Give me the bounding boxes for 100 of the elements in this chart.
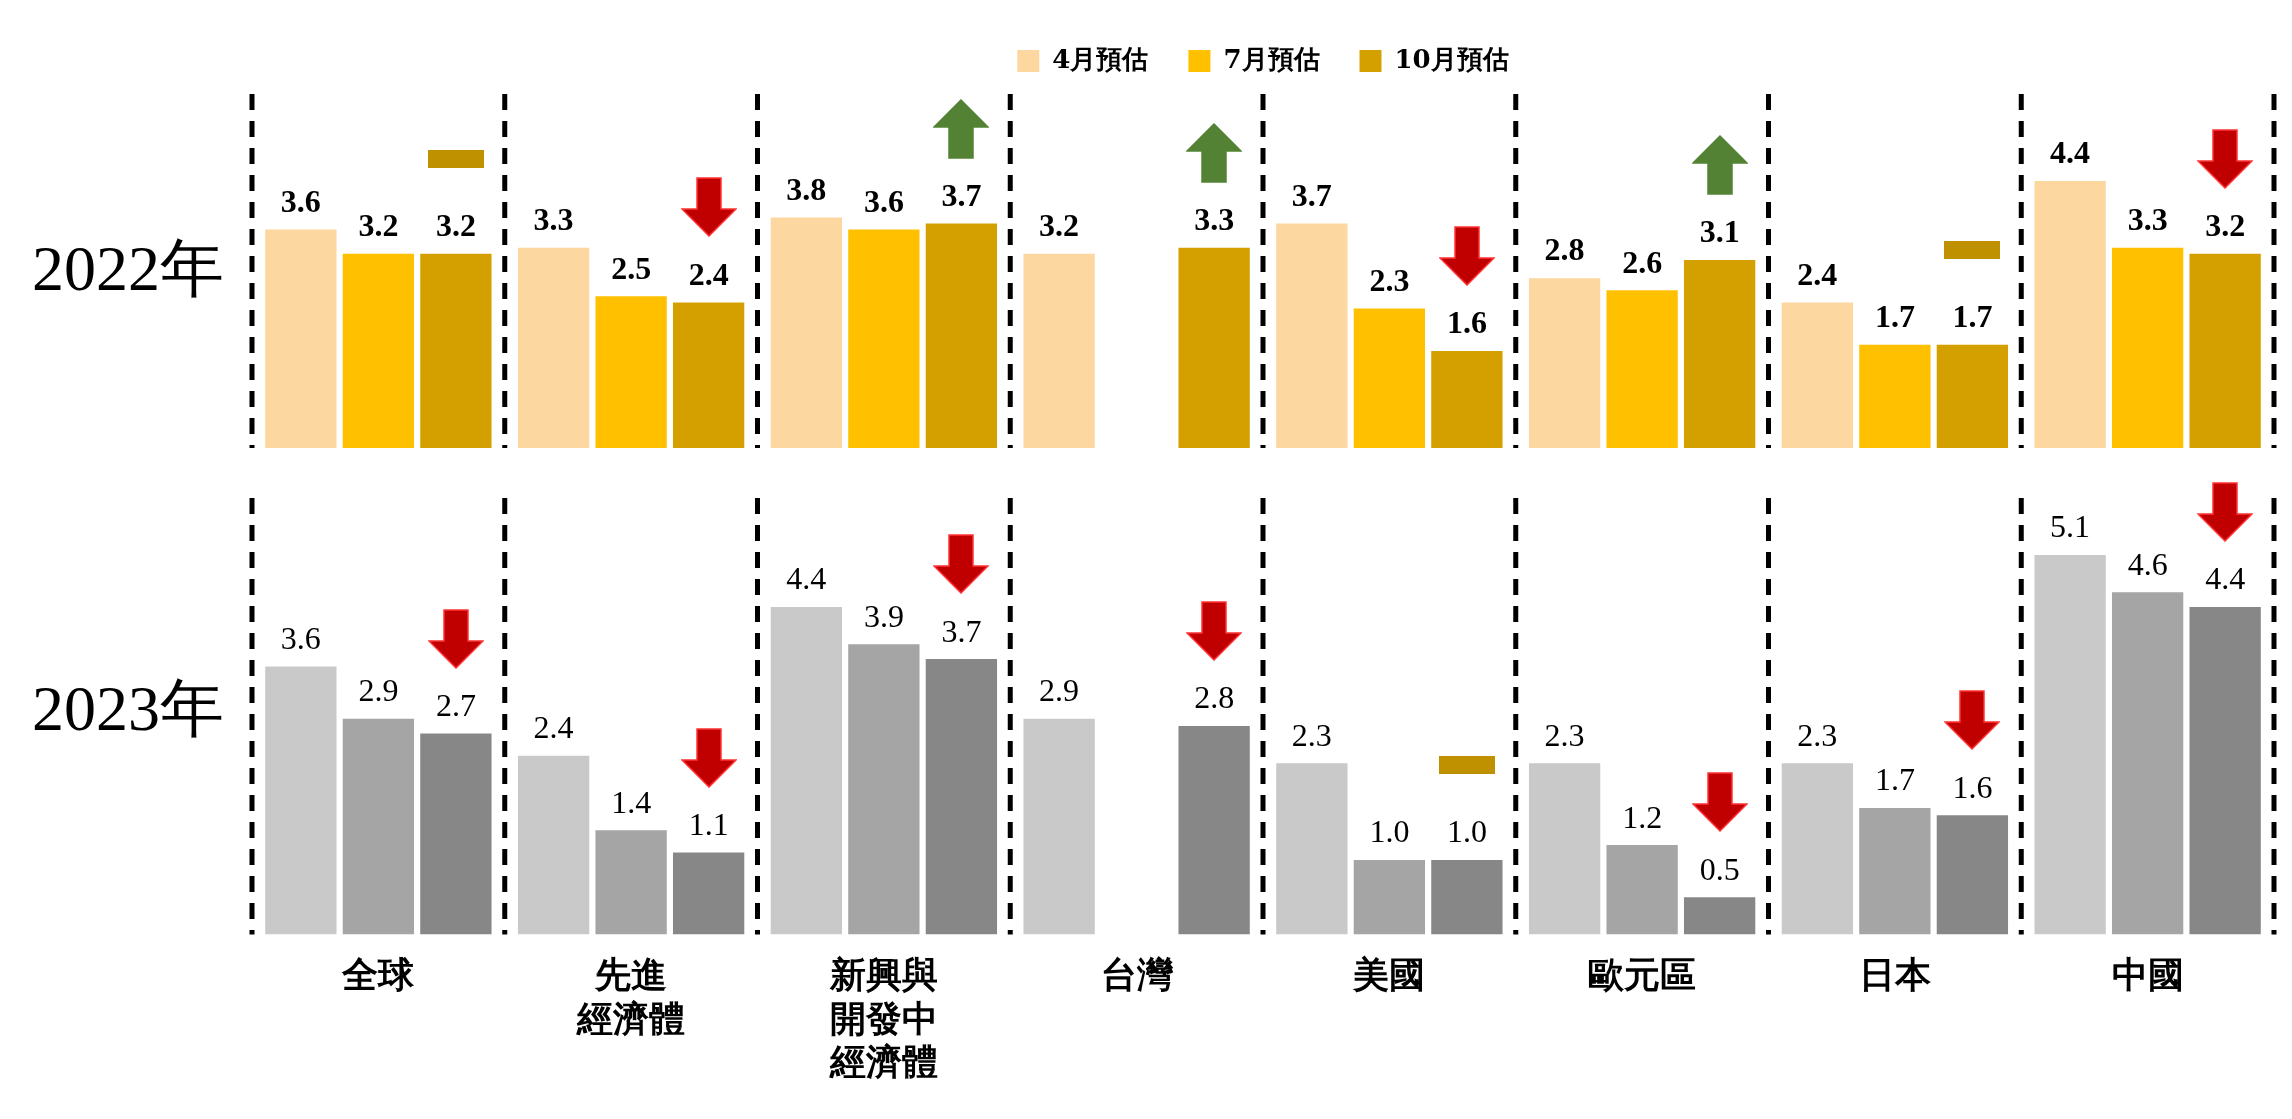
data-label: 1.0: [1369, 813, 1410, 850]
bar: [2111, 592, 2184, 935]
bar: [1353, 308, 1426, 448]
bar: [595, 296, 667, 448]
data-label: 1.0: [1446, 813, 1487, 850]
data-label: 2.3: [1797, 716, 1838, 753]
data-label: 2.6: [1622, 243, 1663, 280]
text: 2023年: [31, 671, 225, 746]
data-label: 2.3: [1544, 716, 1585, 753]
data-label: 3.9: [863, 597, 904, 634]
bar: [1528, 278, 1601, 448]
bar: [1936, 815, 2009, 935]
data-label: 5.1: [2050, 508, 2091, 545]
data-label: 3.6: [280, 182, 321, 219]
bar: [1353, 860, 1426, 935]
bar: [1528, 763, 1601, 935]
bar: [1859, 344, 1931, 448]
bar: [1178, 726, 1250, 935]
data-label: 3.7: [941, 176, 982, 213]
data-label: 2.8: [1544, 231, 1585, 268]
x-tick-label: 歐元區: [1588, 953, 1697, 996]
x-tick-label: 先進經濟體: [576, 953, 686, 1039]
data-label: 3.6: [863, 182, 904, 219]
bar: [1023, 718, 1095, 935]
data-label: 2.9: [1039, 672, 1080, 709]
bar: [1276, 763, 1348, 935]
bar: [925, 223, 998, 448]
data-label: 1.6: [1446, 304, 1487, 341]
bar: [1606, 845, 1678, 935]
bar: [420, 253, 492, 448]
data-label: 3.6: [280, 619, 321, 656]
data-label: 4.4: [2205, 560, 2246, 597]
data-label: 2.8: [1194, 679, 1235, 716]
data-label: 2.4: [533, 709, 574, 746]
bar: [595, 830, 667, 935]
text: 2022年: [31, 231, 225, 306]
data-label: 1.2: [1622, 798, 1663, 835]
data-label: 3.1: [1699, 213, 1740, 250]
bar: [1859, 807, 1931, 935]
data-label: 4.4: [786, 560, 827, 597]
bar: [1276, 223, 1348, 448]
bar: [672, 302, 745, 448]
x-tick-label: 美國: [1352, 953, 1426, 996]
data-label: 3.3: [1194, 201, 1235, 238]
data-label: 3.2: [1039, 207, 1080, 244]
data-label: 1.4: [611, 783, 652, 820]
data-label: 1.6: [1952, 768, 1993, 805]
data-label: 3.3: [2127, 201, 2168, 238]
bar: [1781, 302, 1854, 448]
bar: [265, 229, 337, 448]
x-tick-label: 全球: [341, 953, 416, 996]
bar: [1781, 763, 1854, 935]
x-tick-label: 台灣: [1100, 953, 1174, 996]
x-tick-label: 中國: [2111, 953, 2184, 996]
bar: [1023, 253, 1095, 448]
bar: [770, 217, 843, 448]
bar: [770, 607, 843, 935]
bar: [342, 718, 415, 935]
bar: [1936, 344, 2009, 448]
data-label: 3.2: [435, 207, 476, 244]
data-label: 1.7: [1874, 761, 1915, 798]
data-label: 3.7: [1291, 176, 1332, 213]
bar: [1683, 259, 1756, 448]
bar: [2034, 181, 2106, 448]
data-label: 2.3: [1369, 261, 1410, 298]
bar: [1178, 247, 1250, 448]
data-label: 2.3: [1291, 716, 1332, 753]
data-label: 1.7: [1952, 298, 1993, 335]
bar: [342, 253, 415, 448]
data-label: 1.1: [688, 805, 729, 842]
bar: [420, 733, 492, 935]
x-tick-label: 日本: [1858, 953, 1931, 996]
bar: [1606, 290, 1678, 448]
data-label: 3.2: [358, 207, 399, 244]
data-label: 0.5: [1699, 850, 1740, 887]
data-label: 3.7: [941, 612, 982, 649]
data-label: 3.2: [2205, 207, 2246, 244]
bar: [925, 659, 998, 935]
bar: [1431, 350, 1503, 448]
bar: [2111, 247, 2184, 448]
data-label: 2.4: [688, 255, 729, 292]
bar: [2189, 253, 2261, 448]
bar: [672, 852, 745, 935]
data-label: 3.8: [786, 170, 827, 207]
data-label: 2.7: [435, 686, 476, 723]
data-label: 2.4: [1797, 255, 1838, 292]
bar: [848, 644, 920, 935]
data-label: 2.5: [611, 249, 652, 286]
bar: [2189, 607, 2261, 935]
data-label: 4.6: [2127, 545, 2168, 582]
legend-label: 4月預估: [1052, 43, 1149, 74]
bar: [517, 247, 590, 448]
bar: [848, 229, 920, 448]
data-label: 2.9: [358, 672, 399, 709]
bar: [2034, 554, 2106, 935]
legend-label: 7月預估: [1223, 43, 1320, 74]
legend-label: 10月預估: [1394, 43, 1509, 74]
bar: [265, 666, 337, 935]
bar: [1431, 860, 1503, 935]
data-label: 4.4: [2050, 134, 2091, 171]
